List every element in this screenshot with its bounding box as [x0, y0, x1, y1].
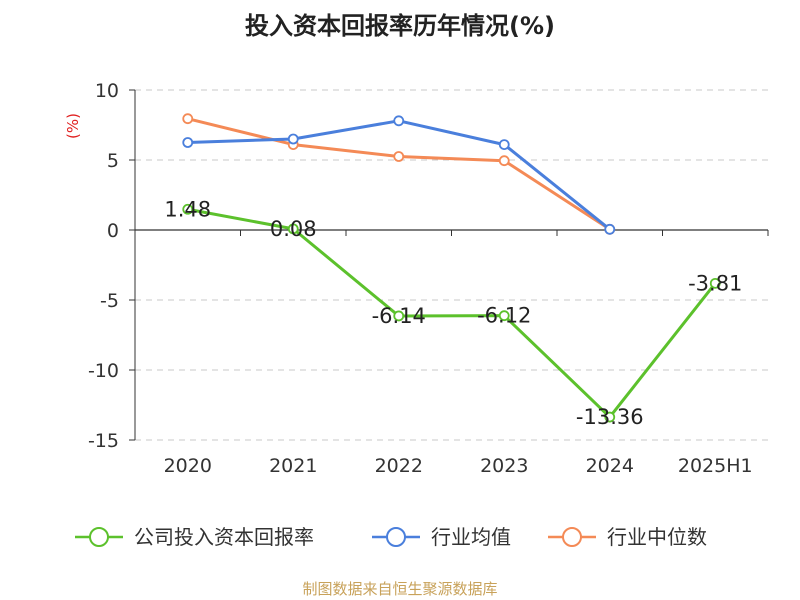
axes: 10 5 0 -5 -10 -15 2020 2021 2022 2023 2024 2025H1 (%… — [64, 80, 769, 477]
y-axis-label: (%) — [64, 113, 82, 139]
data-point — [709, 277, 721, 289]
legend-marker — [386, 527, 406, 547]
data-point — [182, 113, 194, 125]
data-point — [393, 115, 405, 127]
data-point — [604, 411, 616, 423]
series-lines — [182, 113, 721, 423]
data-label: 1.48 — [164, 197, 211, 221]
legend-label: 行业中位数 — [607, 525, 707, 549]
data-point — [604, 223, 616, 235]
legend-label: 公司投入资本回报率 — [134, 525, 314, 549]
data-point — [498, 155, 510, 167]
data-point — [393, 310, 405, 322]
x-tick-label: 2020 — [164, 455, 212, 477]
legend-marker — [89, 527, 109, 547]
series-line — [186, 207, 717, 419]
y-tick-label: -10 — [88, 360, 119, 382]
data-labels: 1.48 0.08 -6.14 -6.12 -13.36 -3.81 — [164, 197, 742, 429]
legend-item: 行业中位数 — [548, 525, 707, 549]
x-tick-label: 2024 — [586, 455, 634, 477]
data-point — [182, 203, 194, 215]
data-label: -13.36 — [576, 405, 644, 429]
series-line — [186, 119, 612, 231]
data-point — [498, 310, 510, 322]
x-tick-label: 2025H1 — [678, 455, 753, 477]
data-label: -6.14 — [372, 304, 426, 328]
data-point — [498, 139, 510, 151]
legend-item: 公司投入资本回报率 — [75, 525, 314, 549]
data-label: 0.08 — [270, 217, 317, 241]
source-footer: 制图数据来自恒生聚源数据库 — [302, 580, 498, 598]
x-tick-label: 2023 — [480, 455, 528, 477]
data-point — [287, 133, 299, 145]
y-tick-label: 10 — [95, 80, 119, 102]
chart-title: 投入资本回报率历年情况(%) — [245, 12, 555, 40]
data-point — [393, 151, 405, 162]
data-label: -6.12 — [477, 304, 531, 328]
data-point — [182, 137, 194, 148]
legend-item: 行业均值 — [372, 525, 511, 549]
series-line — [186, 117, 612, 231]
legend-label: 行业均值 — [431, 525, 511, 549]
data-point — [287, 223, 299, 235]
legend-marker — [562, 527, 582, 547]
legend: 公司投入资本回报率 行业均值 行业中位数 — [75, 525, 707, 549]
y-tick-label: 5 — [107, 150, 119, 172]
y-tick-label: -15 — [88, 430, 119, 452]
y-tick-label: 0 — [107, 220, 119, 242]
x-tick-label: 2022 — [375, 455, 423, 477]
x-tick-label: 2021 — [269, 455, 317, 477]
y-tick-label: -5 — [100, 290, 119, 312]
data-label: -3.81 — [688, 271, 742, 295]
